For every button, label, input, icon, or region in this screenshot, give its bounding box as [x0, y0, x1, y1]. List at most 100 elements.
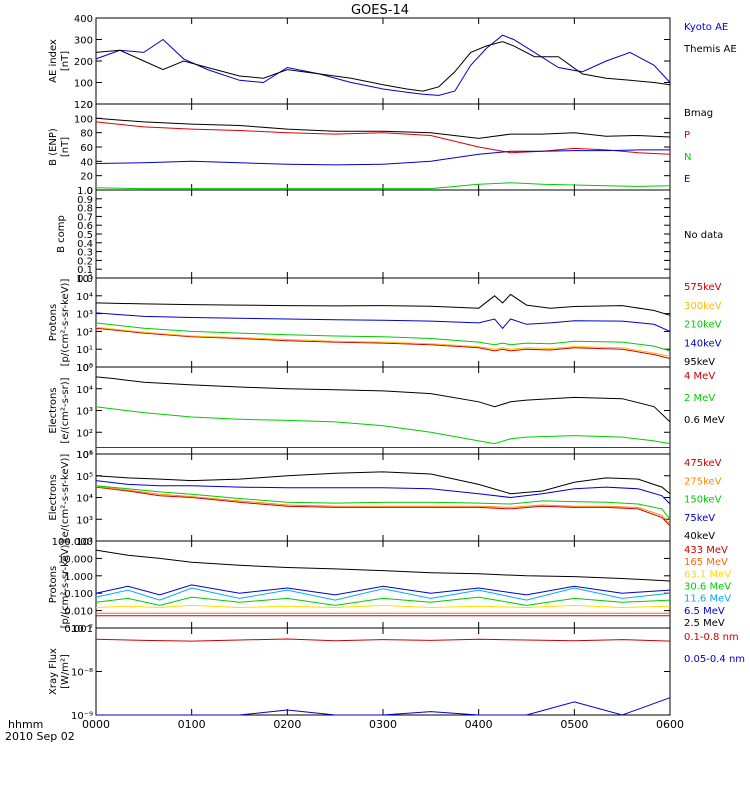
- legend-entry: Themis AE: [683, 44, 737, 55]
- y-axis-label: [e/(cm²-s-sr)]: [60, 377, 71, 443]
- panel-electrons_high: 10¹ 10² 10³ 10⁴ 10⁵ Electrons [e/(cm²-s-sr)] 4 …: [48, 363, 725, 461]
- y-tick-label: 0.4: [77, 239, 93, 250]
- y-tick-label: 80: [80, 129, 93, 140]
- series-line-11-6-mev: [95, 587, 671, 601]
- legend-entry: P: [684, 130, 690, 141]
- x-tick-label: 0100: [178, 718, 206, 731]
- y-tick-label: 100: [74, 79, 93, 90]
- y-tick-label: 0.9: [77, 195, 93, 206]
- legend-entry: 30.6 MeV: [684, 582, 731, 593]
- y-tick-label: 10³: [76, 407, 93, 418]
- y-tick-label: 10⁶: [76, 450, 93, 461]
- y-tick-label: 120: [74, 100, 93, 111]
- legend-entry: 0.1-0.8 nm: [684, 632, 739, 643]
- x-tick-label: 0300: [369, 718, 397, 731]
- legend-entry: 11.6 MeV: [684, 594, 731, 605]
- legend-entry: 2.5 MeV: [684, 618, 725, 629]
- y-axis-label: Electrons: [48, 474, 59, 520]
- panel-frame: [95, 17, 671, 105]
- y-tick-label: 40: [80, 157, 93, 168]
- series-line-2-mev: [95, 406, 671, 445]
- series-line-0-05-0-4-nm: [96, 697, 671, 716]
- series-line-475kev: [95, 486, 671, 527]
- series-line-p: [95, 121, 671, 155]
- series-line-63-1-mev: [95, 604, 671, 609]
- panel-frame: [95, 189, 671, 279]
- y-tick-label: 0.001: [64, 624, 93, 635]
- series-line-300kev: [95, 326, 671, 357]
- y-tick-label: 10⁴: [76, 494, 93, 505]
- y-tick-label: 0.3: [77, 248, 93, 259]
- legend-entry: 0.6 MeV: [684, 415, 725, 426]
- y-axis-label: [p/(cm²-s-sr-keV)]: [60, 279, 71, 367]
- y-axis-label: Xray Flux: [48, 648, 59, 695]
- y-axis-label: AE index: [48, 39, 59, 83]
- y-axis-label: B (ENP): [48, 128, 59, 166]
- y-tick-label: 0.7: [77, 212, 93, 223]
- y-axis-label: [W/m²]: [60, 654, 71, 689]
- date-label: 2010 Sep 02: [5, 730, 75, 743]
- series-line-575kev: [95, 327, 671, 359]
- y-axis-label: Protons: [48, 566, 59, 603]
- panel-frame: [95, 277, 671, 368]
- y-tick-label: 10⁵: [76, 274, 93, 285]
- y-tick-label: 10⁻⁸: [71, 668, 93, 679]
- series-line-e: [95, 149, 670, 166]
- y-tick-label: 10²: [76, 428, 93, 439]
- y-tick-label: 10⁻⁹: [71, 711, 93, 722]
- y-axis-label: [p/(cm²-s-sr-keV)]: [60, 541, 71, 629]
- x-tick-label: 0600: [656, 718, 684, 731]
- panel-bcomp: 0.00.10.20.30.40.50.60.70.80.91.0 B comp N…: [56, 186, 723, 285]
- series-line-210kev: [95, 322, 671, 352]
- y-tick-label: 300: [74, 36, 93, 47]
- x-tick-label: 0400: [465, 718, 493, 731]
- legend-entry: No data: [684, 230, 723, 241]
- y-tick-label: 400: [74, 14, 93, 25]
- y-tick-label: 60: [80, 143, 93, 154]
- y-tick-label: 10⁵: [76, 472, 93, 483]
- y-tick-label: 10²: [76, 537, 93, 548]
- panel-frame: [95, 540, 671, 629]
- y-tick-label: 10³: [76, 515, 93, 526]
- series-line-6-5-mev: [95, 584, 671, 596]
- series-line-bmag: [95, 117, 671, 139]
- legend-entry: 475keV: [684, 458, 722, 469]
- legend-entry: 300keV: [684, 301, 722, 312]
- y-tick-label: 0.8: [77, 204, 93, 215]
- legend-entry: 433 MeV: [684, 545, 728, 556]
- panel-electrons_low: 10² 10³ 10⁴ 10⁵ 10⁶ Electrons [e/(cm²-s-sr-keV…: [48, 450, 722, 548]
- y-tick-label: 0.6: [77, 221, 93, 232]
- panel-xray: 10⁻⁹ 10⁻⁸ 10⁻⁷ Xray Flux [W/m²] 0.1-0.8 nm 0.0…: [48, 624, 745, 722]
- legend-entry: 63.1 MeV: [684, 569, 731, 580]
- series-line-themis-ae: [95, 41, 671, 92]
- legend-entry: 575keV: [684, 282, 722, 293]
- y-tick-label: 0.0: [77, 274, 93, 285]
- legend-entry: 6.5 MeV: [684, 606, 725, 617]
- y-tick-label: 0.5: [77, 230, 93, 241]
- series-line-140kev: [95, 312, 671, 332]
- panel-frame: [95, 453, 671, 542]
- legend-entry: 0.05-0.4 nm: [684, 654, 745, 665]
- panel-frame: [95, 366, 671, 455]
- y-tick-label: 100: [74, 114, 93, 125]
- legend-entry: 2 MeV: [684, 393, 715, 404]
- y-axis-label: [nT]: [60, 137, 71, 157]
- y-tick-label: 0.010: [64, 607, 93, 618]
- series-line-0-6-mev: [95, 376, 671, 423]
- series-line-30-6-mev: [95, 596, 671, 606]
- panel-frame: [95, 103, 671, 191]
- y-tick-label: 0.2: [77, 256, 93, 267]
- series-line-75kev: [95, 480, 671, 505]
- legend-entry: 75keV: [684, 513, 715, 524]
- series-line-40kev: [95, 471, 671, 495]
- y-tick-label: 1.000: [64, 572, 93, 583]
- y-tick-label: 10⁻⁷: [71, 624, 93, 635]
- y-tick-label: 10¹: [76, 450, 93, 461]
- legend-entry: 210keV: [684, 320, 722, 331]
- y-axis-label: [e/(cm²-s-sr-keV)]: [60, 454, 71, 542]
- legend-entry: N: [684, 152, 691, 163]
- legend-entry: 150keV: [684, 495, 722, 506]
- series-line-2-5-mev: [95, 549, 671, 582]
